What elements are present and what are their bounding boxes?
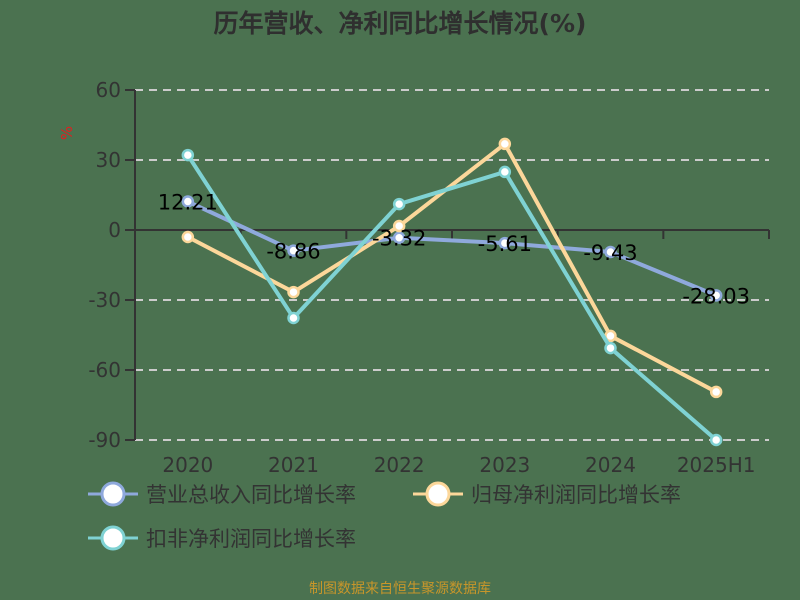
y-tick-label: -90 (88, 428, 121, 452)
data-point-marker (498, 236, 512, 250)
data-point-marker (604, 341, 617, 355)
data-point-label: -28.03 (682, 284, 750, 308)
y-tick-label: -30 (88, 288, 121, 312)
series-line-non-gaap-profit (186, 154, 718, 442)
x-tick-label: 2023 (479, 453, 530, 477)
data-point-marker (287, 285, 300, 299)
y-tick-label: 0 (108, 218, 121, 242)
legend-marker-revenue-icon (88, 481, 138, 507)
data-point-marker (498, 137, 512, 151)
chart-title: 历年营收、净利同比增长情况(%) (213, 9, 587, 38)
y-tick-label: 30 (96, 148, 121, 172)
legend-item-revenue[interactable]: 营业总收入同比增长率 (88, 476, 356, 512)
legend-marker-net-profit-icon (413, 481, 463, 507)
data-point-marker (392, 197, 406, 211)
gridlines (135, 89, 769, 441)
x-tick-label: 2024 (585, 453, 636, 477)
data-point-marker (287, 244, 300, 257)
y-axis-tick-labels: 60 30 0 -30 -60 -90 (88, 78, 121, 452)
legend-label-net-profit: 归母净利润同比增长率 (471, 483, 681, 507)
x-tick-label: 2025H1 (677, 453, 756, 477)
data-series (181, 137, 723, 447)
y-tick-label: 60 (96, 78, 121, 102)
legend-item-net-profit[interactable]: 归母净利润同比增长率 (413, 476, 681, 512)
legend-label-revenue: 营业总收入同比增长率 (146, 483, 356, 507)
legend-marker-non-gaap-profit-icon (88, 525, 138, 551)
data-point-marker (498, 165, 512, 179)
data-point-marker (181, 230, 195, 244)
axes (125, 89, 770, 441)
data-point-marker (392, 219, 406, 233)
data-point-marker (604, 245, 617, 259)
series-line-revenue (186, 199, 717, 298)
data-point-marker (287, 311, 300, 325)
data-point-label: -8.86 (266, 240, 320, 264)
x-tick-label: 2020 (162, 453, 213, 477)
data-point-marker (181, 148, 195, 162)
x-axis-tick-labels: 2020 2021 2022 2023 2024 2025H1 (162, 453, 755, 477)
data-point-marker (709, 289, 723, 302)
data-point-marker (709, 433, 723, 447)
x-tick-label: 2021 (268, 453, 319, 477)
data-point-labels: 12.21 -8.86 -3.32 -5.61 -9.43 -28.03 (158, 191, 750, 309)
data-source-note: 制图数据来自恒生聚源数据库 (309, 581, 491, 597)
data-point-marker (181, 195, 195, 208)
data-point-label: -9.43 (583, 241, 637, 265)
legend-item-non-gaap-profit[interactable]: 扣非净利润同比增长率 (88, 520, 356, 556)
data-point-marker (709, 385, 723, 399)
y-tick-label: -60 (88, 358, 121, 382)
x-tick-label: 2022 (374, 453, 425, 477)
legend-label-non-gaap-profit: 扣非净利润同比增长率 (146, 527, 356, 551)
data-point-marker (392, 231, 406, 244)
series-line-net-profit (186, 141, 718, 394)
y-axis-unit-label: % (58, 126, 76, 140)
data-point-label: 12.21 (158, 191, 218, 215)
data-point-label: -5.61 (478, 232, 532, 256)
data-point-label: -3.32 (372, 227, 426, 251)
